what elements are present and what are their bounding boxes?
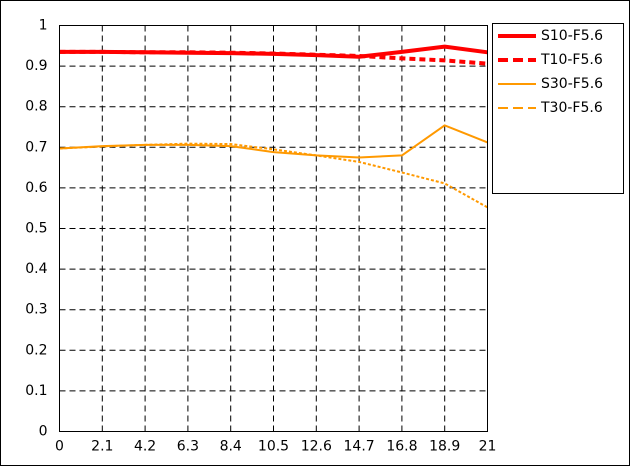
x-tick-label: 18.9	[429, 439, 460, 455]
x-tick-label: 4.2	[134, 439, 156, 455]
x-tick-label: 2.1	[91, 439, 113, 455]
x-tick-label: 12.6	[301, 439, 332, 455]
legend-label: T30-F5.6	[540, 100, 603, 116]
y-tick-label: 1	[39, 18, 48, 34]
plot	[59, 44, 488, 209]
y-tick-label: 0.8	[25, 99, 47, 115]
y-tick-label: 0.4	[25, 261, 47, 277]
legend-label: S30-F5.6	[541, 76, 603, 92]
y-tick-label: 0.3	[25, 302, 47, 318]
x-tick-label: 21	[479, 439, 497, 455]
plot-border	[59, 25, 488, 432]
x-tick-label: 0	[55, 439, 64, 455]
y-tick-label: 0.2	[25, 342, 47, 358]
y-tick-label: 0.5	[25, 221, 47, 237]
x-tick-label: 10.5	[258, 439, 289, 455]
y-tick-label: 0	[39, 424, 48, 440]
legend: S10-F5.6 T10-F5.6 S30-F5.6 T30-F5.6	[498, 28, 603, 116]
x-tick-label: 14.7	[344, 439, 375, 455]
x-tick-label: 6.3	[177, 439, 199, 455]
legend-label: S10-F5.6	[541, 28, 603, 44]
y-tick-label: 0.1	[25, 383, 47, 399]
series-line	[59, 142, 488, 209]
x-tick-label: 16.8	[386, 439, 417, 455]
y-tick-label: 0.6	[25, 180, 47, 196]
y-tick-label: 0.7	[25, 139, 47, 155]
series-line	[59, 49, 488, 66]
x-tick-label: 8.4	[220, 439, 242, 455]
legend-label: T10-F5.6	[540, 52, 603, 68]
y-tick-label: 0.9	[25, 58, 47, 74]
